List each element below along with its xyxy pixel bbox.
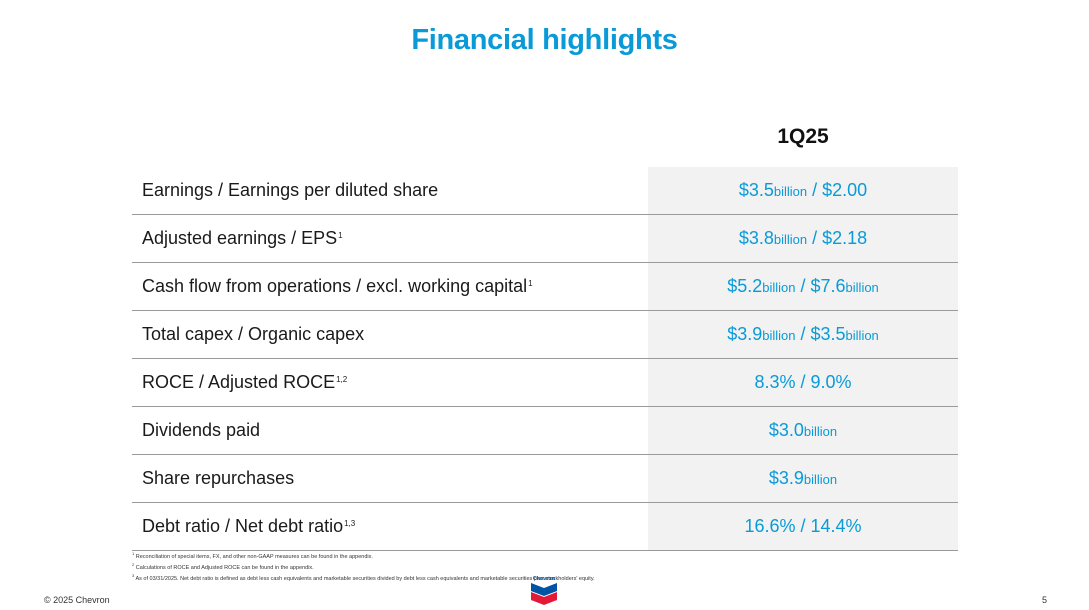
copyright: © 2025 Chevron bbox=[44, 595, 110, 605]
table-row: Earnings / Earnings per diluted share $3… bbox=[132, 167, 958, 215]
table-row: Total capex / Organic capex $3.9 billion… bbox=[132, 311, 958, 359]
row-value: $3.5 billion / $2.00 bbox=[648, 167, 958, 214]
row-label: Dividends paid bbox=[142, 420, 261, 440]
row-value: $3.9 billion bbox=[648, 455, 958, 502]
table-row: Debt ratio / Net debt ratio 1,3 16.6% / 1… bbox=[132, 503, 958, 551]
row-label: Share repurchases bbox=[142, 468, 295, 488]
footnotes: 1 Reconciliation of special items, FX, a… bbox=[132, 550, 595, 582]
page-number: 5 bbox=[1041, 595, 1047, 605]
row-value: 16.6% / 14.4% bbox=[648, 503, 958, 550]
chevron-logo-icon: Chevron bbox=[531, 576, 557, 605]
table-row: Adjusted earnings / EPS 1 $3.8 billion / … bbox=[132, 215, 958, 263]
footnote: 2 Calculations of ROCE and Adjusted ROCE… bbox=[132, 561, 314, 571]
footnote: 3 As of 03/31/2025. Net debt ratio is de… bbox=[132, 572, 595, 582]
row-value: $3.8 billion / $2.18 bbox=[648, 215, 958, 262]
table-row: ROCE / Adjusted ROCE 1,2 8.3% / 9.0% bbox=[132, 359, 958, 407]
row-label: Cash flow from operations / excl. workin… bbox=[142, 276, 533, 296]
row-label: ROCE / Adjusted ROCE 1,2 bbox=[142, 372, 348, 392]
row-value: 8.3% / 9.0% bbox=[648, 359, 958, 406]
period-header: 1Q25 bbox=[777, 125, 829, 148]
row-value: $3.9 billion / $3.5 billion bbox=[648, 311, 958, 358]
row-label: Adjusted earnings / EPS 1 bbox=[142, 228, 343, 248]
row-label: Earnings / Earnings per diluted share bbox=[142, 180, 439, 200]
table-row: Share repurchases $3.9 billion bbox=[132, 455, 958, 503]
logo-chevron-top bbox=[531, 583, 557, 596]
logo-text: Chevron bbox=[533, 576, 556, 582]
table-row: Cash flow from operations / excl. workin… bbox=[132, 263, 958, 311]
footnote: 1 Reconciliation of special items, FX, a… bbox=[132, 551, 373, 560]
row-value: $3.0 billion bbox=[648, 407, 958, 454]
page-title: Financial highlights bbox=[411, 24, 678, 56]
row-value: $5.2 billion / $7.6 billion bbox=[648, 263, 958, 310]
logo-chevron-bottom bbox=[531, 592, 557, 605]
row-label: Total capex / Organic capex bbox=[142, 324, 365, 344]
row-label: Debt ratio / Net debt ratio 1,3 bbox=[142, 516, 356, 536]
table-row: Dividends paid $3.0 billion bbox=[132, 407, 958, 455]
highlights-table: Earnings / Earnings per diluted share $3… bbox=[132, 167, 958, 551]
